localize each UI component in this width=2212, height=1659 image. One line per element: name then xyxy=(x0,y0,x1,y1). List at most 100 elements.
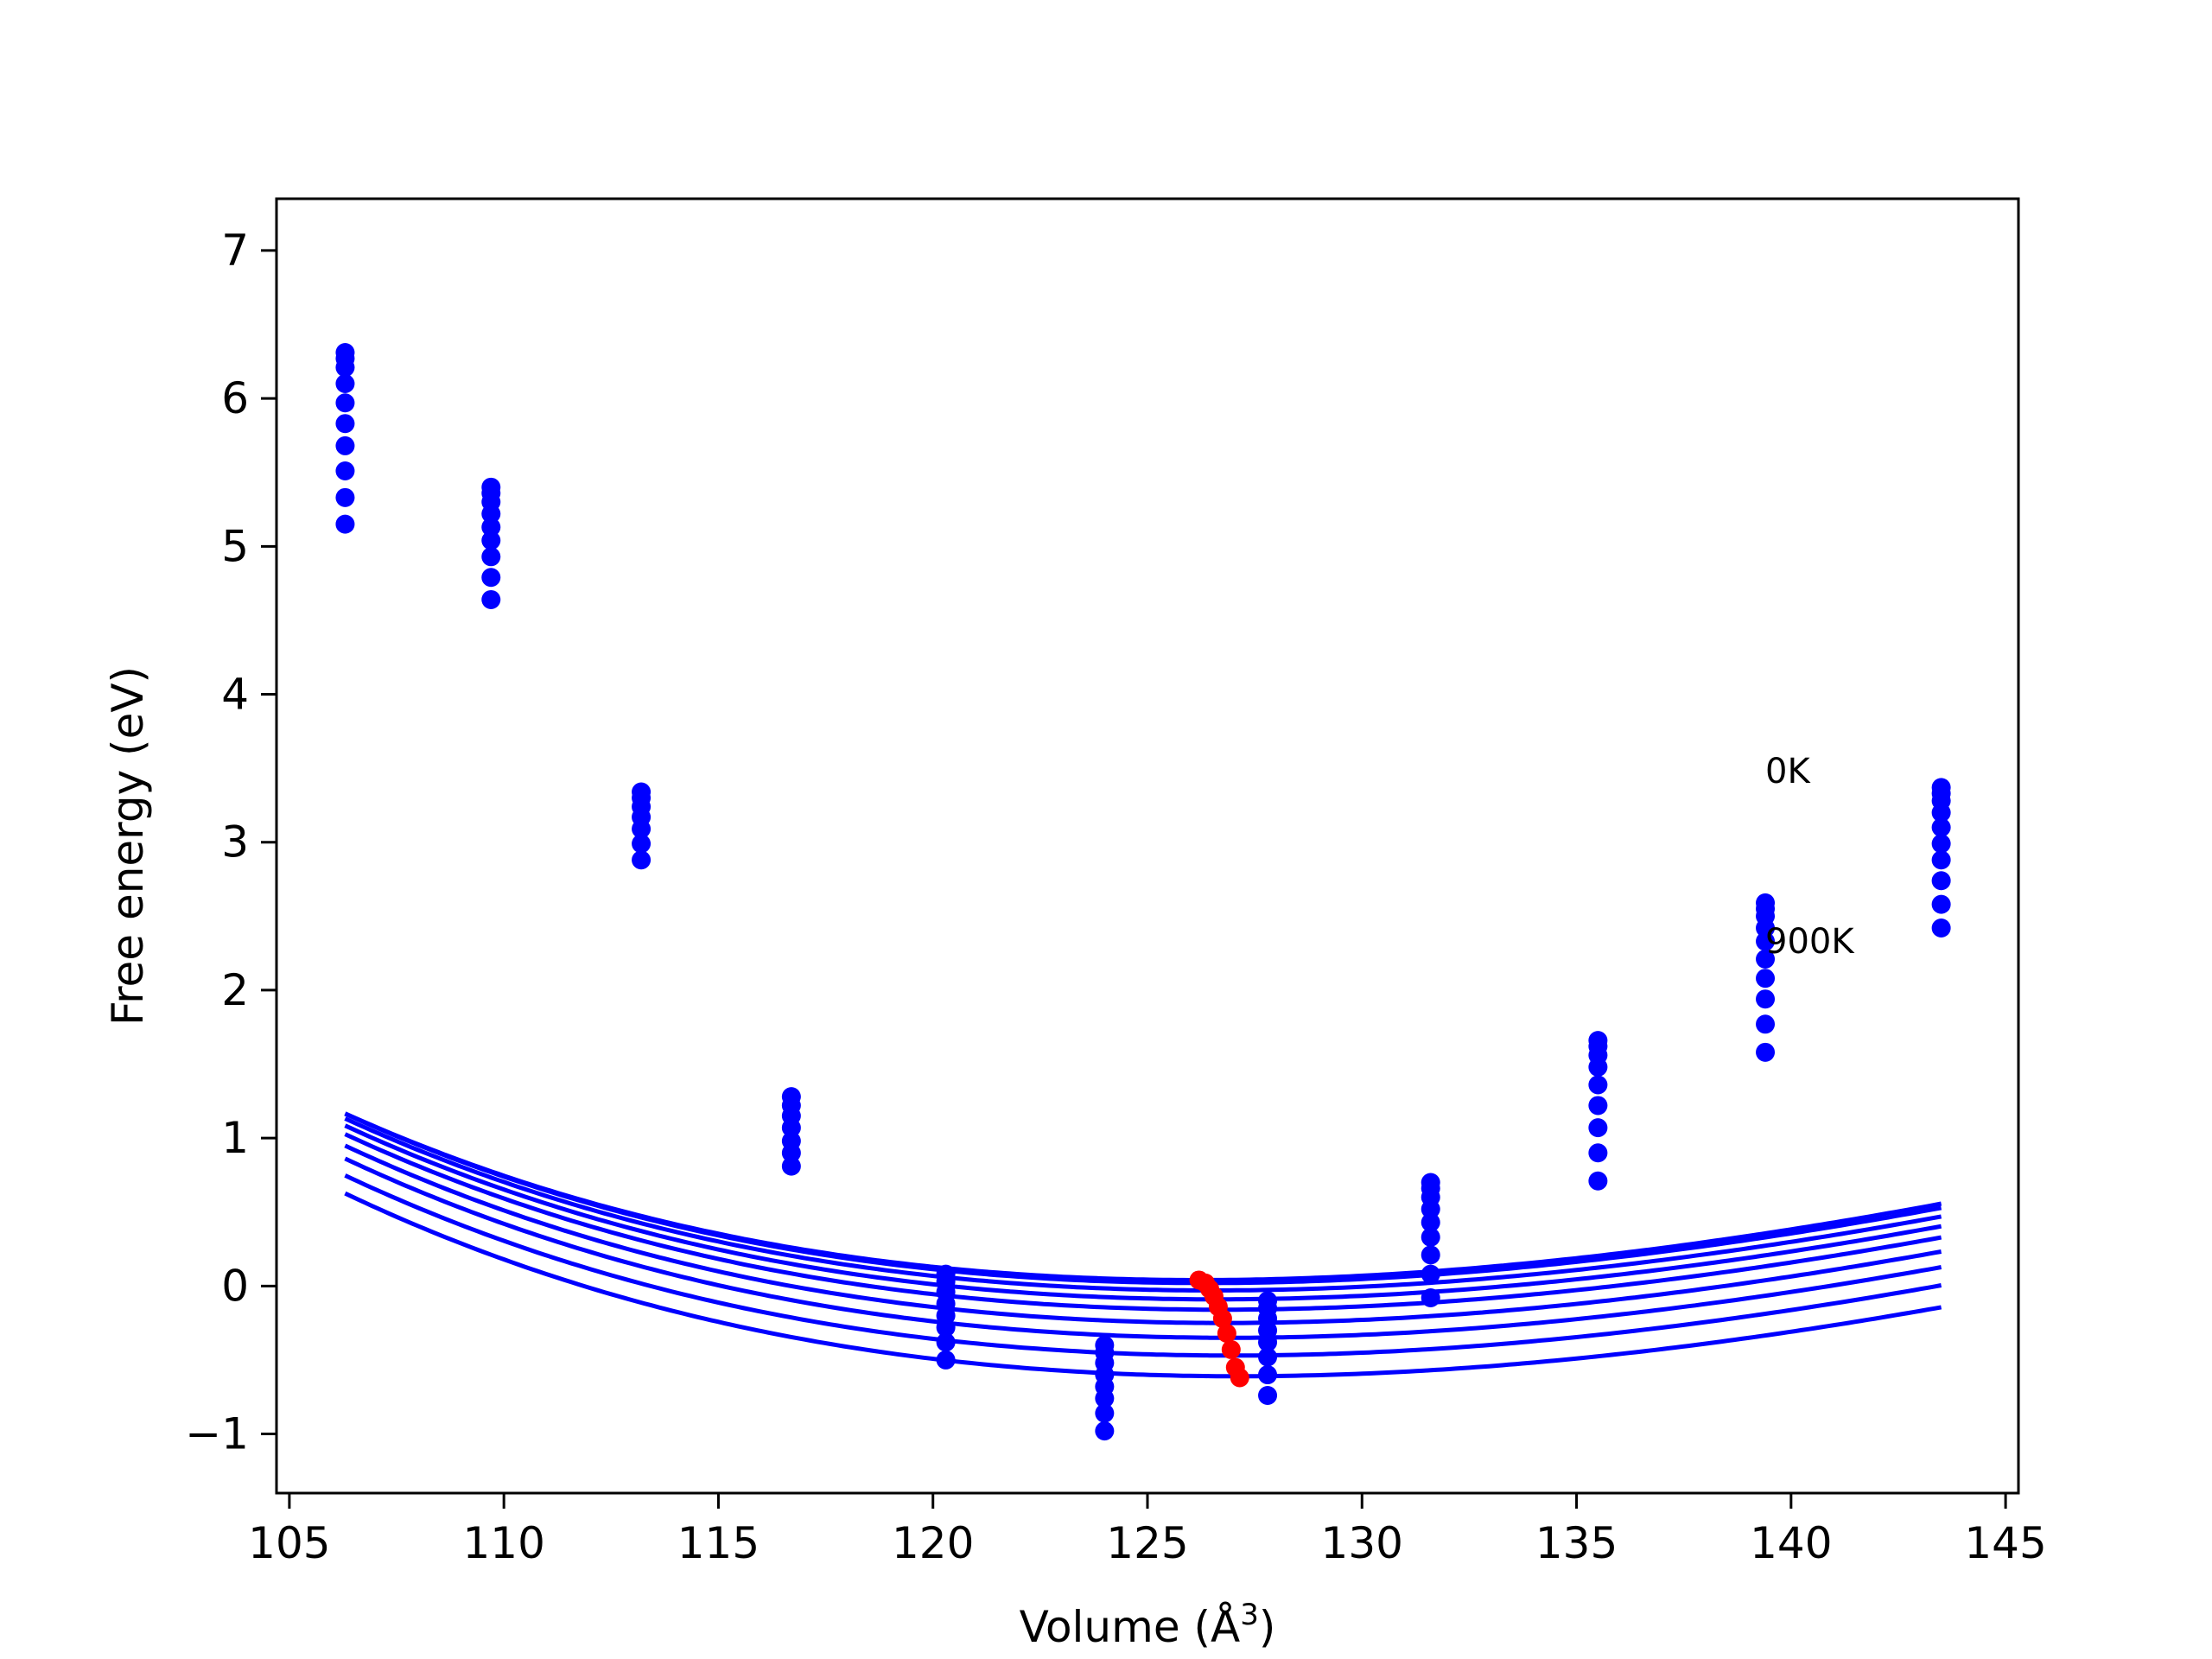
data-point xyxy=(781,1156,801,1176)
x-tick-label: 125 xyxy=(1106,1518,1188,1568)
x-tick-label: 130 xyxy=(1321,1518,1403,1568)
fit-curves xyxy=(344,1111,1942,1379)
data-point xyxy=(781,1143,801,1163)
y-tick-label: 6 xyxy=(221,373,249,423)
x-tick-label: 105 xyxy=(248,1518,330,1568)
data-point xyxy=(335,374,355,393)
y-axis-ticks: −1 0 1 2 3 4 5 6 7 xyxy=(185,226,276,1459)
data-point xyxy=(1931,803,1951,823)
data-point xyxy=(632,819,652,839)
annotation: 0K xyxy=(1765,752,1811,791)
data-point xyxy=(1756,931,1776,951)
data-point xyxy=(1421,1288,1440,1308)
data-point xyxy=(1588,1057,1608,1077)
data-point xyxy=(1095,1403,1115,1423)
y-tick-label: 3 xyxy=(221,817,249,868)
data-point xyxy=(1588,1075,1608,1095)
fit-curve-700K xyxy=(344,1173,1942,1358)
minimum-point xyxy=(1221,1339,1241,1359)
data-point xyxy=(335,514,355,534)
y-tick-label: 2 xyxy=(221,965,249,1015)
data-point xyxy=(1756,1014,1776,1034)
data-point xyxy=(1588,1096,1608,1116)
y-tick-label: −1 xyxy=(185,1409,249,1459)
data-point xyxy=(481,504,501,524)
x-tick-label: 120 xyxy=(892,1518,974,1568)
data-point xyxy=(481,518,501,537)
x-tick-label: 135 xyxy=(1535,1518,1618,1568)
x-tick-label: 115 xyxy=(677,1518,760,1568)
x-axis-label: Volume (Å3) xyxy=(1020,1598,1276,1652)
minimum-point xyxy=(1212,1308,1232,1328)
annotation: 900K xyxy=(1765,922,1855,962)
data-point xyxy=(335,435,355,455)
data-point xyxy=(1931,834,1951,854)
data-point xyxy=(335,461,355,481)
data-point xyxy=(1258,1347,1278,1367)
annotations: 0K 900K xyxy=(1765,752,1855,962)
data-point xyxy=(632,850,652,870)
data-point xyxy=(632,834,652,854)
data-point xyxy=(335,393,355,413)
data-point xyxy=(481,568,501,588)
y-tick-label: 4 xyxy=(221,670,249,720)
data-point xyxy=(1258,1386,1278,1406)
data-point xyxy=(1756,989,1776,1009)
data-point xyxy=(481,589,501,609)
data-point xyxy=(1756,918,1776,938)
data-point xyxy=(1756,1042,1776,1062)
data-point xyxy=(1588,1171,1608,1191)
data-point xyxy=(1421,1212,1440,1232)
data-point xyxy=(1931,817,1951,837)
y-axis-label: Free energy (eV) xyxy=(103,666,153,1026)
data-point xyxy=(1258,1332,1278,1352)
x-tick-label: 140 xyxy=(1750,1518,1832,1568)
data-point xyxy=(1421,1245,1440,1265)
data-point xyxy=(936,1332,956,1352)
x-axis-label-close: ) xyxy=(1259,1602,1276,1652)
data-point xyxy=(1756,949,1776,969)
data-point xyxy=(1258,1365,1278,1385)
data-point xyxy=(1588,1143,1608,1163)
data-point xyxy=(1931,918,1951,938)
fit-curve-300K xyxy=(344,1123,1942,1302)
x-axis-label-superscript: 3 xyxy=(1240,1598,1259,1632)
x-tick-label: 145 xyxy=(1964,1518,2046,1568)
minimum-point xyxy=(1217,1324,1236,1344)
y-tick-label: 0 xyxy=(221,1261,249,1311)
data-point xyxy=(936,1318,956,1338)
data-point xyxy=(1095,1421,1115,1441)
data-point xyxy=(781,1118,801,1138)
data-point xyxy=(936,1350,956,1370)
data-point xyxy=(335,414,355,434)
data-point xyxy=(481,531,501,550)
data-point xyxy=(1931,894,1951,914)
fit-curve-500K xyxy=(344,1143,1942,1325)
data-points xyxy=(335,343,1951,1441)
fit-curve-100K xyxy=(344,1111,1942,1286)
data-point xyxy=(1421,1227,1440,1247)
x-tick-label: 110 xyxy=(462,1518,544,1568)
fit-curve-400K xyxy=(344,1132,1942,1313)
data-point xyxy=(481,547,501,567)
data-point xyxy=(1588,1118,1608,1138)
data-point xyxy=(1931,871,1951,891)
data-point xyxy=(1421,1264,1440,1284)
x-axis-label-text: Volume (Å xyxy=(1020,1602,1241,1652)
x-axis-ticks: 105 110 115 120 125 130 135 140 145 xyxy=(248,1493,2047,1568)
data-point xyxy=(1421,1199,1440,1219)
fit-curve-600K xyxy=(344,1156,1942,1340)
data-point xyxy=(335,487,355,507)
data-point xyxy=(1931,850,1951,870)
minima-points xyxy=(1189,1270,1249,1388)
fit-curve-200K xyxy=(344,1116,1942,1293)
data-point xyxy=(1095,1389,1115,1408)
fit-curve-900K xyxy=(344,1191,1942,1379)
data-point xyxy=(335,358,355,378)
data-point xyxy=(1756,969,1776,988)
minimum-point xyxy=(1230,1368,1249,1388)
y-tick-label: 7 xyxy=(221,226,249,276)
y-tick-label: 5 xyxy=(221,521,249,571)
y-tick-label: 1 xyxy=(221,1113,249,1163)
